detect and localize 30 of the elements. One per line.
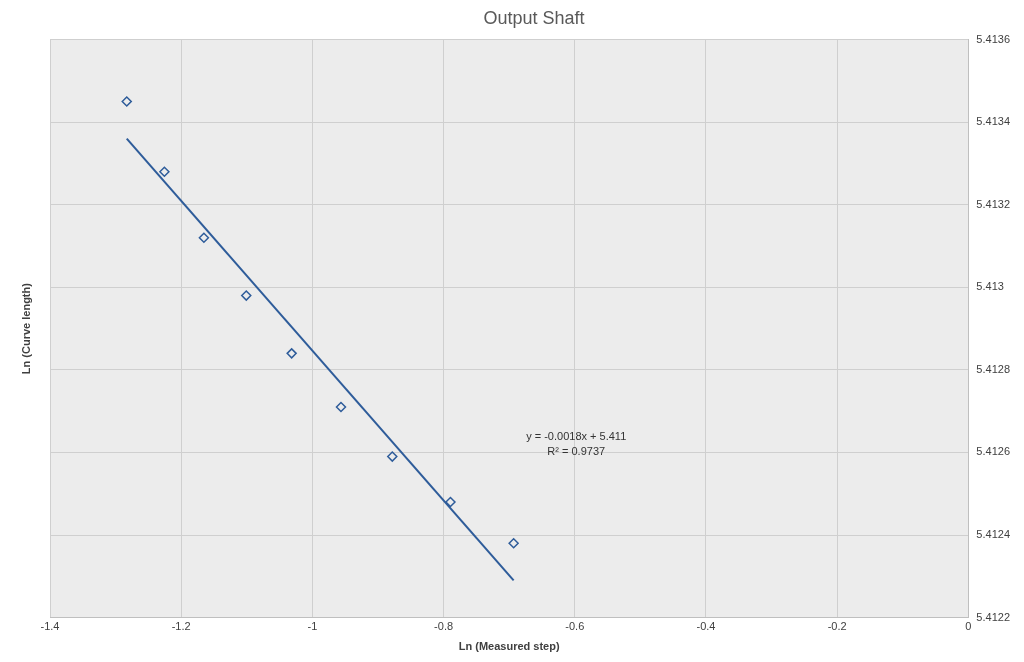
y-tick-label: 5.4122 bbox=[976, 610, 1011, 623]
x-axis-title: Ln (Measured step) bbox=[458, 640, 560, 653]
x-tick-label: -1.2 bbox=[171, 620, 191, 633]
point bbox=[159, 166, 170, 177]
point bbox=[198, 232, 210, 244]
chart-title: Output Shaft bbox=[483, 7, 585, 28]
x-tick-label: -0.8 bbox=[434, 620, 454, 633]
y-tick-label: 5.4132 bbox=[976, 197, 1011, 210]
y-tick-label: 5.4134 bbox=[976, 115, 1011, 128]
annotation: R² = 0.9737 bbox=[547, 444, 606, 457]
point bbox=[286, 348, 297, 359]
x-tick-label: -1 bbox=[307, 620, 318, 633]
point bbox=[335, 401, 347, 413]
point bbox=[241, 290, 252, 301]
point bbox=[508, 538, 519, 549]
x-tick-label: 0 bbox=[965, 620, 972, 633]
y-tick-label: 5.4128 bbox=[976, 362, 1011, 375]
x-tick-label: -0.4 bbox=[696, 620, 716, 633]
point bbox=[387, 451, 398, 462]
y-tick-label: 5.413 bbox=[976, 280, 1004, 293]
annotation: y = -0.0018x + 5.411 bbox=[526, 429, 627, 442]
point bbox=[445, 496, 456, 508]
x-tick-label: -0.2 bbox=[827, 620, 847, 633]
x-tick-label: -0.6 bbox=[565, 620, 585, 633]
y-tick-label: 5.4124 bbox=[976, 528, 1011, 541]
y-tick-label: 5.4136 bbox=[976, 32, 1011, 45]
x-tick-label: -1.4 bbox=[40, 620, 60, 633]
point bbox=[121, 96, 132, 107]
y-tick-label: 5.4126 bbox=[976, 445, 1011, 458]
y-axis-title: Ln (Curve length) bbox=[20, 282, 32, 375]
